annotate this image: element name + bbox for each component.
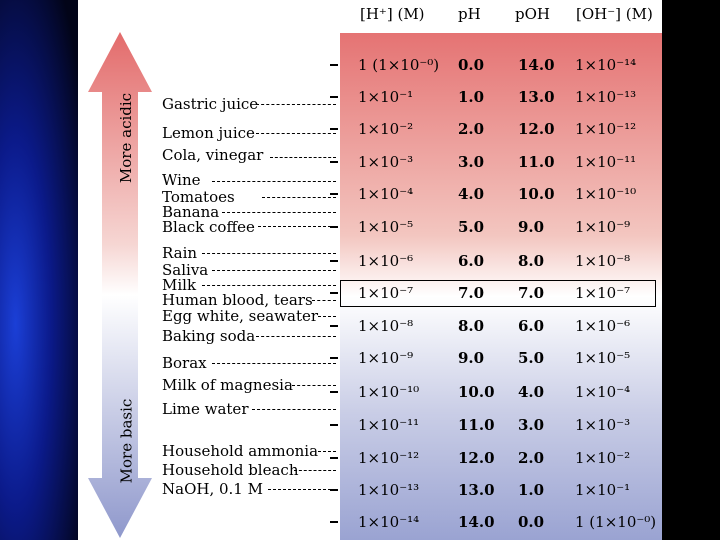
table-row: 1×10⁻⁴ 4.0 10.0 1×10⁻¹⁰ (330, 183, 662, 205)
leader-line (212, 270, 336, 271)
table-row: 1×10⁻¹⁰ 10.0 4.0 1×10⁻⁴ (330, 381, 662, 403)
header-poh: pOH (515, 5, 550, 23)
substance-label: Rain (162, 244, 198, 262)
substance-label: Saliva (162, 261, 209, 279)
leader-line (222, 212, 336, 213)
leader-line (262, 197, 336, 198)
substance-label: Egg white, seawater (162, 307, 319, 325)
table-row: 1×10⁻¹¹ 11.0 3.0 1×10⁻³ (330, 414, 662, 436)
background-left-blue (0, 0, 78, 540)
substance-label: Gastric juice (162, 95, 259, 113)
substance-label: Wine (162, 171, 201, 189)
header-h: [H⁺] (M) (360, 5, 425, 23)
more-basic-label: More basic (117, 398, 136, 484)
leader-line (292, 385, 336, 386)
table-row: 1×10⁻⁵ 5.0 9.0 1×10⁻⁹ (330, 216, 662, 238)
substance-label: Lemon juice (162, 124, 255, 142)
leader-line (318, 316, 336, 317)
header-oh: [OH⁻] (M) (576, 5, 653, 23)
substance-label: Black coffee (162, 218, 255, 236)
table-row: 1×10⁻³ 3.0 11.0 1×10⁻¹¹ (330, 151, 662, 173)
leader-line (270, 157, 336, 158)
table-row: 1×10⁻⁶ 6.0 8.0 1×10⁻⁸ (330, 250, 662, 272)
leader-line (256, 133, 336, 134)
leader-line (202, 253, 336, 254)
ph-table-gradient (340, 33, 662, 540)
table-row: 1×10⁻⁹ 9.0 5.0 1×10⁻⁵ (330, 347, 662, 369)
table-row: 1×10⁻¹ 1.0 13.0 1×10⁻¹³ (330, 86, 662, 108)
substance-label: Borax (162, 354, 207, 372)
leader-line (268, 489, 336, 490)
table-row: 1×10⁻¹⁴ 14.0 0.0 1 (1×10⁻⁰) (330, 511, 662, 533)
leader-line (202, 285, 336, 286)
table-row: 1×10⁻¹³ 13.0 1.0 1×10⁻¹ (330, 479, 662, 501)
substance-label: Household bleach (162, 461, 299, 479)
background-right-black (662, 0, 720, 540)
substance-label: Human blood, tears (162, 291, 313, 309)
more-acidic-label: More acidic (117, 92, 136, 184)
leader-line (256, 104, 336, 105)
leader-line (212, 181, 336, 182)
header-ph: pH (458, 5, 481, 23)
leader-line (212, 363, 336, 364)
neutral-row-box (340, 280, 656, 307)
table-row: 1 (1×10⁻⁰) 0.0 14.0 1×10⁻¹⁴ (330, 54, 662, 76)
leader-line (294, 470, 336, 471)
table-row: 1×10⁻⁸ 8.0 6.0 1×10⁻⁶ (330, 315, 662, 337)
table-row: 1×10⁻⁷ 7.0 7.0 1×10⁻⁷ (330, 282, 662, 304)
substance-label: Baking soda (162, 327, 256, 345)
acidity-arrow (88, 32, 152, 538)
leader-line (312, 300, 336, 301)
substance-label: Household ammonia (162, 442, 319, 460)
substance-label: Milk (162, 276, 197, 294)
table-row: 1×10⁻¹² 12.0 2.0 1×10⁻² (330, 447, 662, 469)
substance-label: Cola, vinegar (162, 146, 264, 164)
substance-label: Lime water (162, 400, 249, 418)
leader-line (252, 409, 336, 410)
substance-label: Milk of magnesia (162, 376, 293, 394)
table-row: 1×10⁻² 2.0 12.0 1×10⁻¹² (330, 118, 662, 140)
substance-label: NaOH, 0.1 M (162, 480, 263, 498)
leader-line (256, 336, 336, 337)
leader-line (318, 451, 336, 452)
leader-line (258, 226, 336, 227)
substance-label: Tomatoes (162, 188, 235, 206)
substance-label: Banana (162, 203, 220, 221)
